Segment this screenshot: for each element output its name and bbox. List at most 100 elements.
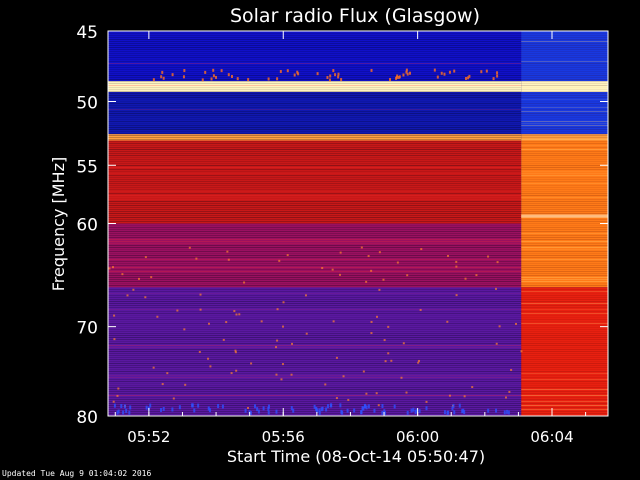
streak-after	[521, 367, 608, 368]
streak-before	[108, 383, 522, 384]
top-band-marker	[405, 68, 408, 72]
streak-after	[521, 47, 608, 48]
interference-spike	[280, 378, 283, 381]
streak-before	[108, 317, 522, 318]
updated-timestamp: Updated Tue Aug 9 01:04:02 2016	[2, 469, 152, 478]
streak-after	[521, 333, 608, 334]
streak-after	[521, 193, 608, 194]
streak-after	[521, 207, 608, 208]
noise-dot	[418, 409, 421, 414]
streak-before	[108, 335, 522, 336]
streak-before	[108, 123, 522, 124]
streak-before	[108, 391, 522, 392]
top-band-marker	[496, 71, 499, 75]
streak-after	[521, 379, 608, 380]
noise-dot	[461, 409, 464, 414]
noise-dot	[117, 409, 120, 414]
streak-before	[108, 79, 522, 80]
streak-after	[521, 299, 608, 300]
streak-before	[108, 159, 522, 160]
interference-spike	[419, 308, 422, 311]
streak-before	[108, 115, 522, 116]
streak-before	[108, 287, 522, 288]
interference-spike	[238, 313, 241, 316]
streak-before	[108, 77, 522, 78]
noise-dot	[365, 405, 368, 410]
noise-dot	[256, 407, 259, 412]
streak-after	[521, 355, 608, 356]
noise-dot	[208, 408, 211, 413]
streak-after	[521, 381, 608, 382]
noise-dot	[384, 411, 387, 416]
x-tick-label: 05:56	[262, 428, 305, 446]
noise-dot	[315, 406, 318, 411]
streak-before	[108, 271, 522, 272]
interference-spike	[156, 315, 159, 318]
streak-after	[521, 71, 608, 72]
noise-dot	[162, 406, 165, 411]
interference-spike	[199, 293, 202, 296]
streak-before	[108, 295, 522, 296]
interference-spike	[324, 383, 327, 386]
streak-after	[521, 159, 608, 160]
streak-after	[521, 325, 608, 326]
streak-after	[521, 63, 608, 64]
streak-before	[108, 321, 522, 322]
streak-after	[521, 205, 608, 206]
streak-before	[108, 51, 522, 52]
streak-before	[108, 129, 522, 130]
x-tick-label: 06:00	[396, 428, 439, 446]
streak-before	[108, 347, 522, 348]
streak-before	[108, 49, 522, 50]
streak-before	[108, 167, 522, 168]
streak-before	[108, 375, 522, 376]
streak-before	[108, 45, 522, 46]
streak-before	[108, 401, 522, 402]
interference-spike	[375, 315, 378, 318]
top-band-marker	[398, 75, 401, 79]
streak-before	[108, 75, 522, 76]
interference-spike	[383, 339, 386, 342]
interference-spike	[400, 376, 403, 379]
noise-dot	[458, 403, 461, 408]
streak-before	[108, 315, 522, 316]
top-band-marker	[329, 74, 332, 78]
noise-dot	[249, 411, 252, 416]
top-band-marker	[389, 78, 392, 82]
streak-after	[521, 109, 608, 110]
streak-after	[521, 147, 608, 148]
streak-after	[521, 77, 608, 78]
streak-before	[108, 345, 522, 346]
streak-before	[108, 313, 522, 314]
streak-after	[521, 405, 608, 406]
noise-dot	[197, 403, 200, 408]
streak-before	[108, 343, 522, 344]
streak-after	[521, 175, 608, 176]
streak-before	[108, 229, 522, 230]
streak-after	[521, 343, 608, 344]
top-band-marker	[337, 75, 340, 79]
band-before-6	[108, 287, 522, 416]
spectrogram-plot: 45 50 55 60 70 80 05:52 05:56 06:00 06:04	[76, 23, 609, 446]
interference-spike	[276, 308, 279, 311]
streak-after	[521, 231, 608, 232]
noise-dot	[191, 403, 194, 408]
noise-dot	[453, 410, 456, 415]
streak-after	[521, 387, 608, 388]
streak-after	[521, 277, 608, 278]
interference-spike	[195, 257, 198, 260]
y-tick-label: 55	[76, 157, 98, 177]
streak-before	[108, 147, 522, 148]
streak-before	[108, 189, 522, 190]
streak-before	[108, 285, 522, 286]
interference-spike	[152, 366, 155, 369]
streak-before	[108, 279, 522, 280]
streak-after	[521, 121, 608, 122]
noise-dot	[221, 404, 224, 409]
streak-before	[108, 331, 522, 332]
streak-after	[521, 169, 608, 170]
streak-after	[521, 237, 608, 238]
streak-before	[108, 203, 522, 204]
streak-before	[108, 183, 522, 184]
top-band-marker	[406, 72, 409, 76]
